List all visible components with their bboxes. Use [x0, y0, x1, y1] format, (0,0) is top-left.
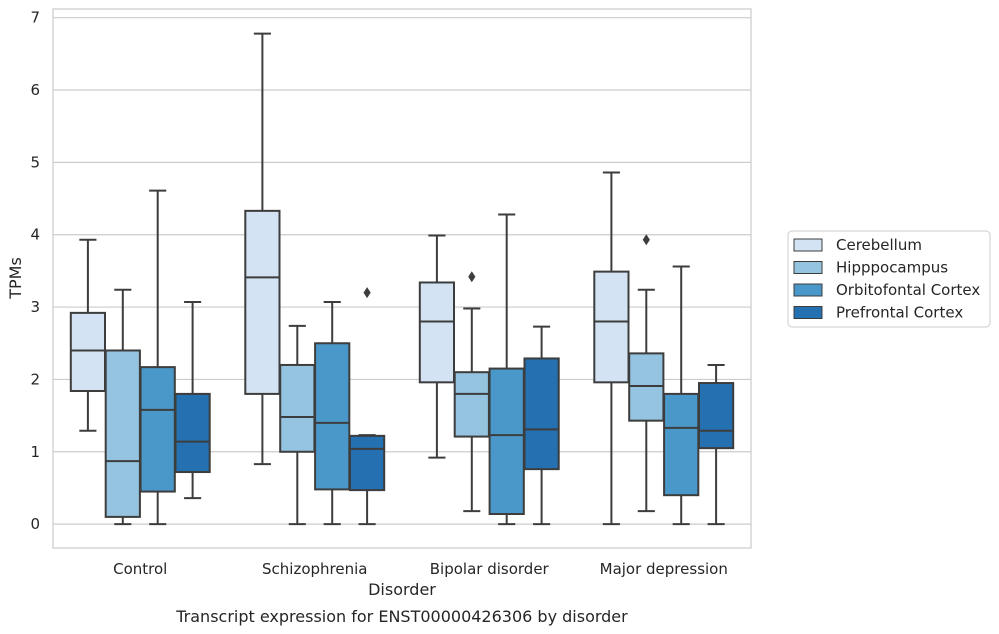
outlier-point: [363, 287, 371, 299]
legend-swatch: [793, 283, 823, 297]
y-tick-label: 3: [30, 298, 40, 316]
y-tick-label: 0: [30, 515, 40, 533]
legend-swatch: [793, 238, 823, 252]
box: [348, 434, 386, 492]
box: [663, 392, 700, 497]
y-tick-label: 5: [30, 153, 40, 171]
y-axis-ticks: 0 1 2 3 4 5 6 7: [30, 9, 40, 533]
y-tick-label: 2: [30, 370, 40, 388]
box: [418, 281, 456, 384]
box: [279, 363, 316, 453]
series-cerebellum: [69, 32, 630, 526]
y-tick-label: 6: [30, 81, 40, 99]
series-hipppocampus: [104, 234, 665, 526]
legend-frame: [787, 230, 991, 328]
box: [697, 382, 735, 450]
y-tick-label: 1: [30, 443, 40, 461]
outlier-point: [642, 234, 650, 246]
series-prefrontal-cortex: [174, 287, 735, 526]
box: [174, 392, 211, 474]
box: [314, 342, 351, 491]
legend-label: Cerebellum: [836, 236, 922, 254]
x-tick-label: Control: [113, 560, 167, 578]
box: [523, 357, 560, 471]
box: [453, 371, 490, 438]
y-tick-label: 4: [30, 226, 40, 244]
box: [104, 349, 141, 518]
box: [593, 270, 630, 384]
x-tick-label: Major depression: [600, 560, 728, 578]
box: [244, 209, 281, 395]
box: [628, 352, 665, 422]
y-tick-label: 7: [30, 9, 40, 27]
x-tick-label: Bipolar disorder: [430, 560, 550, 578]
legend-label: Hipppocampus: [836, 259, 948, 277]
series-orbitofontal-cortex: [139, 189, 700, 526]
box: [69, 311, 107, 393]
legend-swatch: [793, 261, 823, 274]
legend-swatch: [793, 306, 823, 319]
x-axis-ticks: Control Schizophrenia Bipolar disorder Majo…: [113, 560, 728, 578]
box: [488, 367, 525, 515]
y-axis-label: TPMs: [6, 257, 25, 300]
legend-label: Orbitofontal Cortex: [836, 281, 980, 299]
outlier-point: [468, 271, 476, 283]
chart-caption: Transcript expression for ENST0000042630…: [175, 607, 628, 626]
x-axis-label: Disorder: [368, 580, 436, 599]
box-series: [69, 32, 735, 526]
box: [139, 366, 176, 493]
x-tick-label: Schizophrenia: [262, 560, 367, 578]
legend-label: Prefrontal Cortex: [836, 304, 963, 322]
legend: Cerebellum Hipppocampus Orbitofontal Corte…: [787, 230, 991, 328]
